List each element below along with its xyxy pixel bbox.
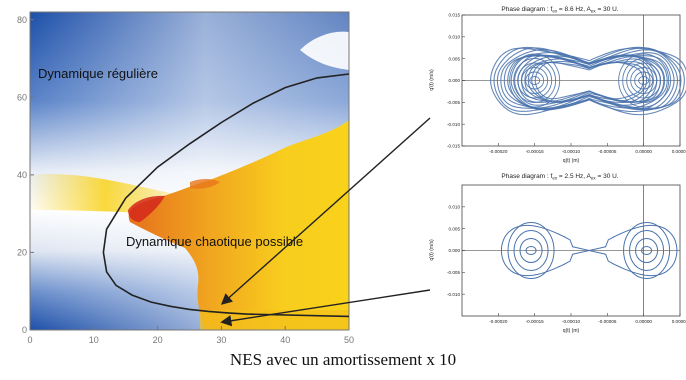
phase1-title: Phase diagram : fex = 8.6 Hz, Aex = 30 U…: [501, 6, 618, 14]
trajectory-loop: [638, 76, 650, 85]
phase-x-tick-label: 0.00005: [672, 319, 686, 324]
phase-y-tick-label: 0.000: [449, 248, 461, 253]
trajectory-loop: [635, 238, 659, 263]
regular-island: [300, 31, 349, 70]
phase1-trajectory: [490, 46, 686, 116]
trajectory-loop: [529, 76, 541, 85]
phase-diagram-top: Phase diagram : fex = 8.6 Hz, Aex = 30 U…: [429, 6, 686, 164]
trajectory-orbit: [500, 49, 679, 110]
phase-y-tick-label: 0.005: [449, 226, 461, 231]
phase1-xlabel: q(t) (m): [563, 158, 580, 164]
phase-x-tick-label: -0.00005: [598, 319, 617, 324]
label-chaotic-dynamics: Dynamique chaotique possible: [126, 234, 303, 249]
trajectory-orbit: [527, 61, 651, 103]
trajectory-orbit: [493, 46, 685, 113]
trajectory-loop: [517, 62, 553, 99]
phase-y-tick-label: -0.005: [447, 100, 460, 105]
trajectory-orbit: [490, 47, 686, 116]
phase-x-tick-label: 0.00000: [635, 149, 652, 154]
trajectory-loop: [641, 246, 653, 255]
map-y-tick-label: 60: [17, 92, 27, 102]
map-x-tick-label: 50: [344, 335, 354, 345]
phase-y-tick-label: -0.010: [447, 292, 460, 297]
trajectory-orbit: [503, 52, 675, 111]
trajectory-loop: [519, 238, 543, 263]
trajectory-loop: [525, 71, 545, 90]
phase1-ticks: -0.00020 -0.00015 -0.00010 -0.00005 0.00000 0…: [447, 13, 686, 154]
map-x-tick-label: 40: [280, 335, 290, 345]
orange-cluster: [190, 179, 220, 189]
arrow-to-2-5hz: [220, 289, 431, 327]
phase-y-tick-label: -0.005: [447, 270, 460, 275]
phase-x-tick-label: 0.00000: [635, 319, 652, 324]
trajectory-loop: [513, 230, 549, 271]
map-x-ticks: 0 10 20 30 40 50: [27, 326, 354, 345]
phase-y-tick-label: 0.010: [449, 204, 461, 209]
phase-y-tick-label: 0.000: [449, 78, 461, 83]
trajectory-loop: [618, 53, 670, 108]
trajectory-loop: [623, 222, 671, 279]
map-y-ticks: 0 20 40 60 80: [17, 15, 34, 335]
map-y-tick-label: 0: [22, 325, 27, 335]
trajectory-loop: [525, 246, 537, 255]
phase-y-tick-label: -0.010: [447, 122, 460, 127]
phase-y-tick-label: 0.015: [449, 13, 461, 18]
map-y-tick-label: 20: [17, 247, 27, 257]
map-y-tick-label: 80: [17, 15, 27, 25]
phase-diagram-bottom: Phase diagram : fex = 2.5 Hz, Aex = 30 U…: [429, 173, 686, 334]
phase-x-tick-label: -0.00010: [562, 149, 581, 154]
boundary-curve: [102, 73, 350, 318]
map-x-tick-label: 30: [216, 335, 226, 345]
phase2-title: Phase diagram : fex = 2.5 Hz, Aex = 30 U…: [501, 173, 618, 181]
trajectory-separatrix: [500, 224, 678, 277]
phase-x-tick-label: -0.00015: [526, 149, 545, 154]
red-cluster: [128, 195, 165, 222]
arrow-to-8-6hz: [220, 117, 431, 305]
trajectory-loop: [509, 53, 561, 108]
trajectory-loop: [630, 67, 658, 94]
trajectory-loop: [629, 230, 665, 271]
map-x-tick-label: 20: [153, 335, 163, 345]
phase-y-tick-label: 0.010: [449, 34, 461, 39]
phase2-xlabel: q(t) (m): [563, 328, 580, 334]
phase-x-tick-label: -0.00015: [526, 319, 545, 324]
phase-x-tick-label: -0.00005: [598, 149, 617, 154]
phase-x-tick-label: -0.00010: [562, 319, 581, 324]
trajectory-loop: [521, 67, 549, 94]
trajectory-loop: [622, 58, 666, 103]
trajectory-orbit: [531, 61, 648, 102]
phase2-ylabel: q'(t) (m/s): [429, 239, 435, 261]
trajectory-loop: [626, 62, 662, 99]
map-frame: [29, 11, 350, 331]
trajectory-loop: [513, 58, 557, 103]
phase-y-tick-label: -0.015: [447, 144, 460, 149]
phase-y-tick-label: 0.005: [449, 56, 461, 61]
map-x-tick-label: 10: [89, 335, 99, 345]
label-regular-dynamics: Dynamique régulière: [38, 66, 158, 81]
phase1-ylabel: q'(t) (m/s): [429, 69, 435, 91]
chaotic-region: [128, 120, 349, 330]
phase-x-tick-label: 0.00005: [672, 149, 686, 154]
phase-x-tick-label: -0.00020: [489, 149, 508, 154]
map-y-tick-label: 40: [17, 170, 27, 180]
phase2-trajectory: [500, 222, 678, 279]
trajectory-loop: [507, 222, 555, 279]
map-x-tick-label: 0: [27, 335, 32, 345]
phase2-ticks: -0.00020 -0.00015 -0.00010 -0.00005 0.00000 0…: [447, 185, 686, 324]
figure-caption: NES avec un amortissement x 10: [229, 350, 457, 369]
trajectory-loop: [634, 71, 654, 90]
phase-x-tick-label: -0.00020: [489, 319, 508, 324]
stability-map: [30, 12, 349, 330]
